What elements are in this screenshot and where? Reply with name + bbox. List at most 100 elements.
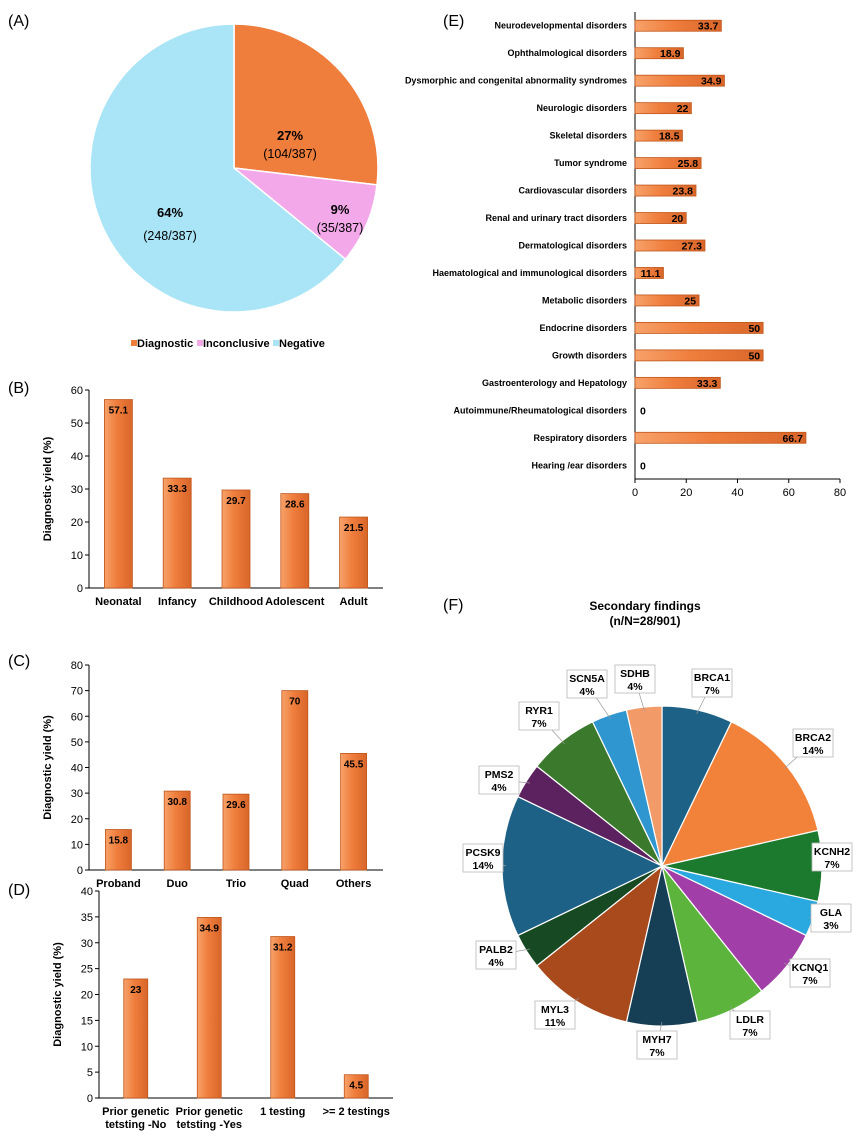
family-structure-bar-value-label: 29.6 (226, 800, 246, 811)
secondary-gene-label-kcnq1: KCNQ1 (792, 962, 829, 974)
family-structure-y-tick-label: 0 (77, 865, 83, 877)
age-group-category-label: Adolescent (265, 596, 325, 608)
secondary-slice-sdhb (625, 705, 663, 867)
prior-testing-category-label: Prior genetic (176, 1106, 243, 1118)
legend-swatch-diagnostic (131, 340, 137, 346)
secondary-pct-label-brca2: 14% (802, 745, 824, 757)
family-structure-bar (281, 690, 309, 871)
secondary-gene-label-gla: GLA (820, 907, 843, 919)
age-group-bar (162, 477, 192, 589)
disorder-x-tick-label: 20 (680, 487, 692, 499)
age-group-y-tick-label: 30 (71, 484, 83, 496)
secondary-label-box (636, 1030, 678, 1060)
secondary-pct-label-brca1: 7% (704, 685, 720, 697)
disorder-category-label: Autoimmune/Rheumatological disorders (453, 405, 627, 415)
prior-testing-y-tick-label: 30 (81, 938, 93, 950)
disorder-category-label: Renal and urinary tract disorders (485, 213, 627, 223)
secondary-label-box (792, 728, 834, 758)
disorder-bar-value-label: 25 (684, 295, 696, 307)
disorder-category-label: Gastroenterology and Hepatology (482, 378, 627, 388)
disorder-x-tick-label: 0 (632, 487, 638, 499)
secondary-label-box (614, 664, 656, 694)
age-group-bar-value-label: 57.1 (109, 406, 129, 417)
prior-testing-category-label: tetsting -No (105, 1119, 166, 1131)
secondary-pct-label-palb2: 4% (488, 957, 504, 969)
age-group-y-axis-label: Diagnostic yield (%) (42, 436, 54, 541)
age-group-bar-value-label: 33.3 (167, 484, 187, 495)
pie-count-label-inconclusive: (35/387) (317, 221, 364, 235)
disorder-bar-value-label: 23.8 (673, 186, 694, 198)
prior-testing-bar (123, 978, 149, 1099)
disorder-bar-value-label: 27.3 (682, 241, 703, 253)
secondary-pct-label-gla: 3% (823, 920, 839, 932)
age-group-y-tick-label: 10 (71, 550, 83, 562)
secondary-label-box (789, 958, 831, 988)
panel-letter-b: (B) (8, 380, 29, 397)
pie-slice-negative (89, 23, 347, 313)
disorder-bar (634, 184, 697, 197)
disorder-bar (634, 129, 683, 142)
prior-testing-bar-value-label: 23 (130, 985, 142, 996)
prior-testing-y-tick-label: 25 (81, 964, 93, 976)
secondary-findings-pie-chart: BRCA17%BRCA214%KCNH27%GLA3%KCNQ17%LDLR7%… (462, 664, 853, 1060)
secondary-label-box (534, 1000, 576, 1030)
age-group-y-tick-label: 0 (77, 583, 83, 595)
secondary-gene-label-sdhb: SDHB (620, 668, 650, 680)
secondary-label-box (478, 765, 520, 795)
prior-testing-y-tick-label: 0 (87, 1093, 93, 1105)
family-structure-category-label: Others (336, 878, 371, 890)
secondary-findings-title: Secondary findings (589, 599, 701, 613)
pie-count-label-negative: (248/387) (143, 229, 197, 243)
disorder-category-label: Cardiovascular disorders (518, 186, 627, 196)
pie-legend: Diagnostic Inconclusive Negative (131, 338, 325, 350)
disorder-bar (634, 267, 664, 279)
disorder-bar-value-label: 0 (640, 460, 646, 472)
age-group-category-label: Infancy (158, 596, 197, 608)
disorder-bar-value-label: 50 (748, 350, 760, 362)
disorder-category-label: Haematological and immunological disorde… (432, 268, 627, 278)
family-structure-y-tick-label: 40 (71, 763, 83, 775)
family-structure-bar-value-label: 70 (289, 697, 301, 708)
disorder-bar-value-label: 0 (640, 405, 646, 417)
age-group-bar (339, 516, 369, 589)
family-structure-y-tick-label: 80 (71, 660, 83, 672)
age-group-y-tick-label: 50 (71, 418, 83, 430)
prior-testing-bar-value-label: 34.9 (200, 923, 220, 934)
disorder-bar-value-label: 33.7 (698, 21, 719, 33)
age-group-category-label: Neonatal (95, 596, 141, 608)
secondary-label-box (811, 842, 853, 872)
disorder-category-label: Endocrine disorders (539, 323, 627, 333)
panel-letter-f: (F) (443, 597, 463, 614)
secondary-pct-label-ldlr: 7% (742, 1027, 758, 1039)
disorder-category-label: Hearing /ear disorders (531, 460, 627, 470)
disorder-category-label: Growth disorders (552, 350, 627, 360)
disorder-bar (634, 157, 702, 169)
disorder-bar (634, 239, 706, 252)
disorder-category-label: Skeletal disorders (549, 131, 627, 141)
secondary-gene-label-myl3: MYL3 (541, 1004, 569, 1016)
disorder-bar (634, 47, 684, 60)
secondary-label-box (810, 903, 852, 933)
family-structure-category-label: Quad (281, 878, 309, 890)
disorder-bar (634, 322, 764, 334)
legend-label-negative: Negative (279, 338, 325, 350)
age-group-bar-value-label: 21.5 (344, 523, 364, 534)
family-structure-y-tick-label: 20 (71, 814, 83, 826)
age-group-category-label: Childhood (209, 596, 263, 608)
family-structure-category-label: Trio (226, 878, 246, 890)
age-group-y-tick-label: 40 (71, 451, 83, 463)
family-structure-y-tick-label: 60 (71, 711, 83, 723)
secondary-label-box (475, 940, 517, 970)
secondary-findings-subtitle: (n/N=28/901) (609, 614, 680, 628)
prior-testing-category-label: 1 testing (260, 1106, 305, 1118)
disorder-bar-value-label: 33.3 (697, 378, 718, 390)
secondary-label-box (729, 1010, 771, 1040)
prior-testing-bar-value-label: 31.2 (273, 943, 293, 954)
secondary-gene-label-ryr1: RYR1 (525, 705, 553, 717)
family-structure-y-tick-label: 50 (71, 737, 83, 749)
legend-label-inconclusive: Inconclusive (203, 338, 270, 350)
pie-pct-label-diagnostic: 27% (277, 128, 303, 143)
secondary-pct-label-myl3: 11% (545, 1017, 566, 1029)
secondary-pct-label-kcnh2: 7% (824, 859, 840, 871)
secondary-gene-label-kcnh2: KCNH2 (814, 846, 850, 858)
